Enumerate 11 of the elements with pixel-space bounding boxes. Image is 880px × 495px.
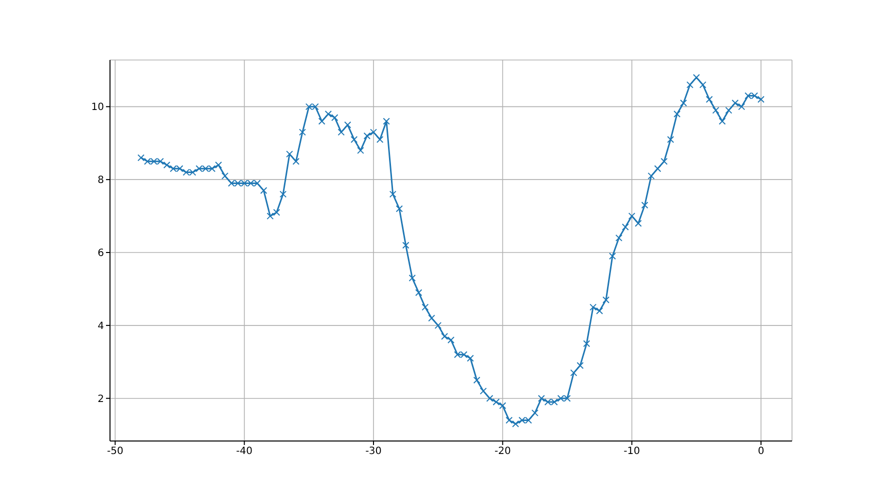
x-tick-label: 0 [758, 446, 764, 458]
y-tick-label: 10 [91, 102, 104, 114]
x-tick-label: -40 [236, 446, 253, 458]
y-tick-label: 4 [98, 320, 104, 332]
x-tick-label: -50 [106, 446, 124, 458]
x-tick-label: -10 [624, 446, 640, 458]
y-tick-label: 2 [98, 394, 104, 405]
x-tick-label: -20 [494, 446, 511, 458]
y-tick-label: 6 [98, 248, 104, 260]
y-tick-label: 8 [98, 175, 104, 186]
x-tick-label: -30 [365, 446, 382, 458]
